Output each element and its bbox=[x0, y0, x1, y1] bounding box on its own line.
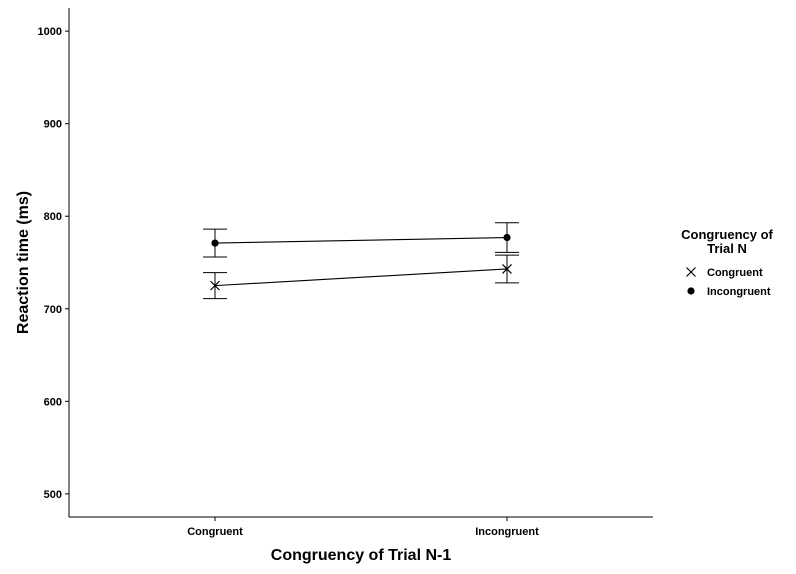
y-ticks: 500 600 700 800 900 1000 bbox=[38, 26, 69, 501]
x-ticks: Congruent Incongruent bbox=[187, 517, 539, 538]
legend-title-line-1: Congruency of bbox=[681, 227, 773, 242]
legend-title-line-2: Trial N bbox=[707, 241, 747, 256]
data-point bbox=[211, 239, 219, 247]
legend-key bbox=[687, 287, 695, 295]
series-congruent bbox=[203, 254, 519, 300]
legend: Congruency of Trial N Congruent Incongrue… bbox=[681, 227, 773, 298]
x-tick-label: Congruent bbox=[187, 526, 243, 538]
series-line bbox=[214, 268, 508, 287]
legend-label: Incongruent bbox=[707, 286, 771, 298]
axes bbox=[68, 8, 653, 518]
y-tick-label: 800 bbox=[44, 211, 62, 223]
data-point bbox=[502, 264, 512, 274]
y-tick-label: 600 bbox=[44, 396, 62, 408]
x-tick-label: Incongruent bbox=[475, 526, 539, 538]
x-axis-title: Congruency of Trial N-1 bbox=[271, 547, 452, 564]
y-tick-label: 1000 bbox=[38, 26, 62, 38]
legend-item: Incongruent bbox=[687, 286, 771, 298]
data-point bbox=[503, 233, 511, 242]
y-tick-label: 500 bbox=[44, 489, 62, 501]
series-line bbox=[214, 236, 508, 244]
legend-label: Congruent bbox=[707, 267, 763, 279]
data-point bbox=[210, 280, 220, 291]
y-axis-title: Reaction time (ms) bbox=[15, 191, 32, 334]
y-tick-label: 700 bbox=[44, 304, 62, 316]
legend-key bbox=[686, 267, 696, 277]
legend-item: Congruent bbox=[686, 267, 763, 279]
series-layer bbox=[203, 222, 519, 300]
y-tick-label: 900 bbox=[44, 119, 62, 131]
legend-items: Congruent Incongruent bbox=[686, 267, 771, 298]
series-incongruent bbox=[203, 222, 519, 258]
